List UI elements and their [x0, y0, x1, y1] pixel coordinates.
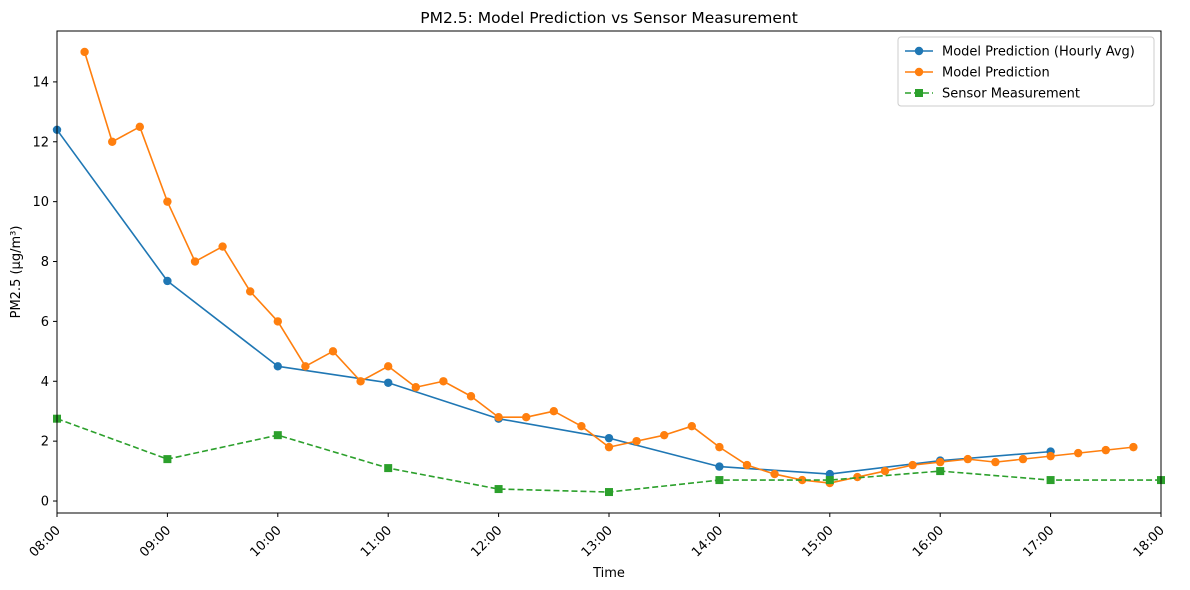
x-tick-label: 12:00 — [468, 523, 505, 560]
legend-label: Sensor Measurement — [942, 87, 1080, 102]
x-tick-label: 14:00 — [689, 523, 726, 560]
data-point — [605, 488, 613, 497]
data-point — [466, 392, 476, 401]
legend-marker — [914, 67, 924, 77]
y-tick-label: 0 — [41, 495, 49, 510]
data-point — [991, 457, 1000, 467]
series-line — [83, 51, 1134, 484]
data-point — [936, 457, 945, 467]
y-tick-label: 6 — [41, 315, 49, 330]
chart-title: PM2.5: Model Prediction vs Sensor Measur… — [420, 9, 798, 27]
data-point — [1046, 476, 1055, 485]
series-line — [56, 129, 1051, 475]
x-axis: 08:00 09:00 10:00 11:00 12:00 13:00 14:00 15:00… — [27, 513, 1168, 560]
data-point — [577, 421, 586, 431]
legend-label: Model Prediction — [942, 66, 1050, 81]
data-point — [384, 464, 393, 473]
data-point — [163, 455, 172, 464]
data-point — [1046, 451, 1055, 461]
data-point — [218, 242, 227, 251]
data-point — [384, 378, 393, 387]
x-tick-label: 10:00 — [248, 523, 285, 560]
x-tick-label: 08:00 — [27, 523, 64, 560]
data-point — [715, 476, 724, 485]
data-point — [936, 467, 945, 476]
data-point — [715, 442, 724, 452]
series-layer — [52, 47, 1165, 497]
y-tick-label: 12 — [32, 135, 49, 150]
data-point — [604, 442, 614, 452]
data-point — [108, 137, 117, 146]
legend-marker — [914, 46, 924, 56]
data-point — [687, 421, 696, 431]
data-point — [798, 475, 807, 485]
data-point — [163, 197, 172, 206]
data-point — [273, 431, 282, 440]
data-point — [246, 287, 255, 296]
data-point — [549, 407, 558, 416]
y-axis-label: PM2.5 (µg/m³) — [9, 226, 24, 319]
series-2 — [80, 47, 1138, 488]
data-point — [1129, 442, 1138, 452]
legend-label: Model Prediction (Hourly Avg) — [942, 45, 1135, 60]
x-tick-label: 18:00 — [1131, 523, 1168, 560]
data-point — [825, 476, 834, 485]
x-tick-label: 17:00 — [1020, 523, 1057, 560]
y-tick-label: 8 — [41, 255, 49, 270]
data-point — [494, 485, 503, 494]
data-point — [273, 362, 282, 371]
data-point — [742, 460, 752, 470]
data-point — [190, 257, 200, 266]
data-point — [301, 362, 310, 371]
data-point — [273, 317, 282, 326]
data-point — [411, 383, 420, 392]
x-tick-label: 13:00 — [579, 523, 616, 560]
data-point — [328, 347, 338, 356]
data-point — [908, 460, 917, 470]
data-point — [1018, 454, 1028, 464]
y-tick-label: 14 — [32, 75, 49, 90]
x-tick-label: 09:00 — [137, 523, 174, 560]
data-point — [880, 466, 890, 476]
data-point — [770, 469, 779, 479]
data-point — [522, 412, 531, 422]
y-axis: 0 2 4 6 8 10 12 14 — [32, 75, 57, 510]
data-point — [356, 377, 365, 386]
data-point — [135, 122, 144, 132]
data-point — [439, 377, 448, 386]
x-axis-label: Time — [592, 566, 625, 581]
data-point — [494, 412, 503, 422]
legend-box — [897, 36, 1155, 107]
data-point — [1101, 445, 1111, 455]
data-point — [384, 362, 393, 371]
y-tick-label: 10 — [32, 195, 49, 210]
data-point — [163, 276, 172, 286]
data-point — [853, 472, 862, 482]
data-point — [963, 454, 972, 464]
data-point — [80, 47, 89, 57]
data-point — [604, 433, 614, 443]
data-point — [1074, 448, 1083, 458]
x-tick-label: 16:00 — [910, 523, 947, 560]
x-tick-label: 15:00 — [800, 523, 837, 560]
x-tick-label: 11:00 — [358, 523, 395, 560]
data-point — [715, 462, 724, 471]
data-point — [632, 436, 641, 446]
y-tick-label: 4 — [41, 375, 49, 390]
plot-area — [52, 30, 1165, 514]
series-1 — [52, 125, 1055, 479]
legend: Model Prediction (Hourly Avg) Model Predi… — [897, 36, 1155, 107]
y-tick-label: 2 — [41, 435, 49, 450]
data-point — [660, 430, 669, 440]
legend-marker — [915, 89, 923, 97]
